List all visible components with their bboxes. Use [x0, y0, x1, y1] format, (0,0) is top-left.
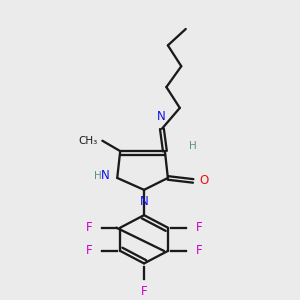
Text: CH₃: CH₃ — [79, 136, 98, 146]
Text: F: F — [196, 244, 202, 257]
Text: F: F — [141, 285, 147, 298]
Text: H: H — [189, 141, 197, 151]
Text: F: F — [196, 221, 202, 234]
Text: H: H — [94, 171, 102, 182]
Text: N: N — [101, 169, 110, 182]
Text: N: N — [157, 110, 166, 123]
Text: O: O — [200, 174, 209, 187]
Text: F: F — [86, 244, 92, 257]
Text: F: F — [86, 221, 92, 234]
Text: N: N — [140, 195, 148, 208]
